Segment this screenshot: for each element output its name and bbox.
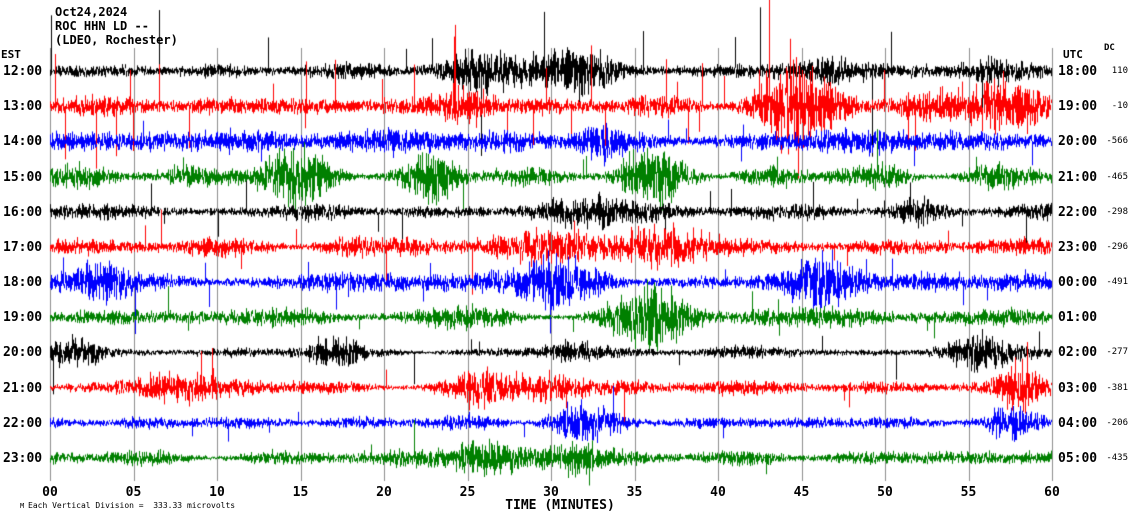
est-time-label: 17:00	[3, 239, 43, 255]
est-time-label: 15:00	[3, 169, 43, 185]
utc-axis-label: UTC	[1063, 48, 1083, 61]
dc-value-label: -277	[1106, 347, 1128, 358]
utc-time-label: 23:00	[1058, 239, 1098, 255]
est-axis-label: EST	[1, 48, 21, 61]
dc-value-label: -296	[1106, 241, 1128, 252]
dc-value-label: -566	[1106, 136, 1128, 147]
x-tick-label: 45	[793, 485, 810, 500]
utc-time-label: 02:00	[1058, 345, 1098, 361]
date-label: Oct24,2024	[55, 5, 128, 19]
scale-note: Each Vertical Division = 333.33 microvol…	[28, 501, 236, 510]
utc-time-label: 00:00	[1058, 275, 1098, 291]
x-tick-label: 15	[292, 485, 309, 500]
utc-time-label: 18:00	[1058, 64, 1098, 79]
est-time-label: 13:00	[3, 99, 43, 115]
dc-value-label: 110	[1111, 66, 1128, 76]
est-time-label: 14:00	[3, 134, 43, 150]
x-tick-label: 60	[1044, 485, 1060, 500]
est-time-label: 18:00	[3, 275, 43, 291]
utc-time-label: 03:00	[1058, 380, 1098, 396]
x-tick-label: 35	[626, 485, 643, 500]
utc-time-label: 01:00	[1058, 310, 1098, 326]
utc-time-label: 20:00	[1058, 134, 1098, 150]
est-time-label: 20:00	[3, 345, 43, 361]
station-label: ROC HHN LD --	[55, 19, 149, 33]
utc-time-label: 22:00	[1058, 204, 1098, 220]
dc-value-label: -381	[1106, 382, 1128, 393]
x-tick-label: 55	[960, 485, 977, 500]
utc-time-label: 19:00	[1058, 99, 1098, 115]
utc-time-label: 04:00	[1058, 415, 1098, 431]
network-label: (LDEO, Rochester)	[55, 33, 178, 47]
est-time-label: 16:00	[3, 204, 43, 220]
dc-value-label: -491	[1106, 277, 1128, 288]
x-tick-label: 20	[376, 485, 392, 500]
dc-axis-label: DC	[1104, 43, 1115, 53]
est-time-label: 22:00	[3, 415, 43, 431]
x-tick-label: 05	[125, 485, 142, 500]
dc-value-label: -206	[1106, 417, 1128, 428]
utc-time-label: 05:00	[1058, 451, 1098, 466]
est-time-label: 23:00	[3, 451, 43, 466]
x-tick-label: 40	[710, 485, 726, 500]
x-tick-label: 50	[877, 485, 893, 500]
est-time-label: 12:00	[3, 64, 43, 79]
utc-time-label: 21:00	[1058, 169, 1098, 185]
x-tick-label: 25	[459, 485, 476, 500]
dc-value-label: -465	[1106, 171, 1128, 182]
x-tick-label: 10	[209, 485, 225, 500]
x-axis-label: TIME (MINUTES)	[505, 498, 615, 513]
corner-mark: M	[20, 502, 25, 510]
est-time-label: 21:00	[3, 380, 43, 396]
x-tick-label: 00	[42, 485, 58, 500]
dc-value-label: -10	[1111, 101, 1128, 112]
dc-value-label: -435	[1106, 453, 1128, 463]
dc-value-label: -298	[1106, 206, 1128, 217]
est-time-label: 19:00	[3, 310, 43, 326]
